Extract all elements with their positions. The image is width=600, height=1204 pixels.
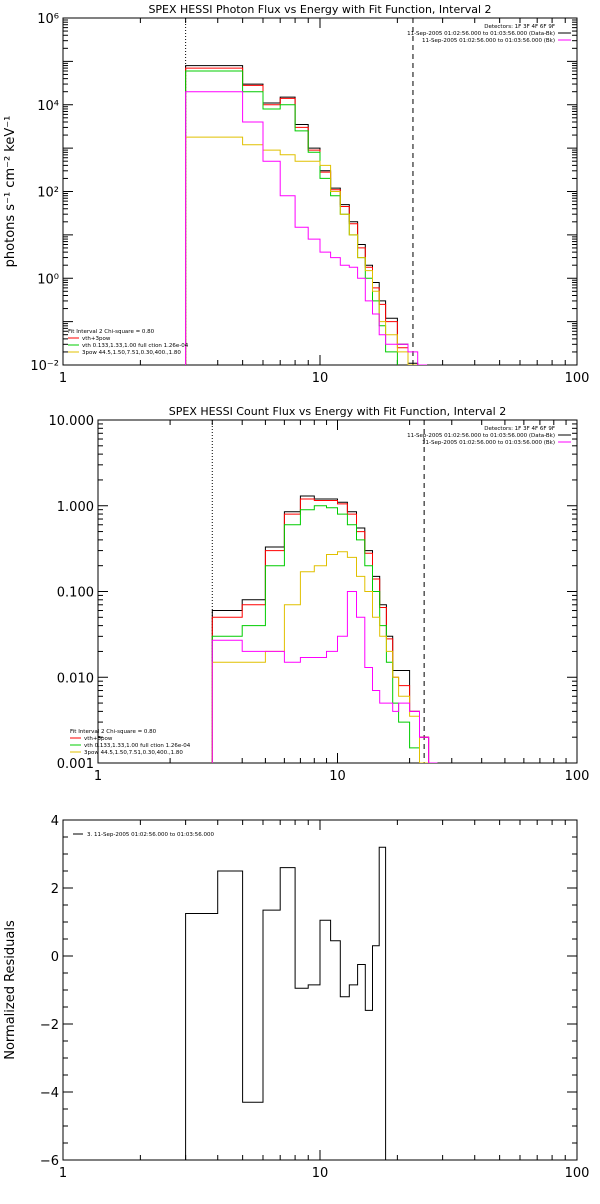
y-tick-label: 0.001 xyxy=(57,757,94,772)
y-tick-label: 10² xyxy=(37,186,59,201)
y-axis-label: Normalized Residuals xyxy=(3,920,18,1060)
y-tick-label: 2 xyxy=(51,882,59,897)
legend-entry: vth 0.133,1.33,1.00 full ction 1.26e-04 xyxy=(82,343,189,349)
x-tick-label: 100 xyxy=(565,371,590,386)
panel-1: SPEX HESSI Photon Flux vs Energy with Fi… xyxy=(3,3,589,386)
legend-entry: 3. 11-Sep-2005 01:02:56.000 to 01:03:56.… xyxy=(87,832,214,838)
series-5-line xyxy=(185,91,428,365)
series-1-line xyxy=(185,846,387,1160)
legend-entry: 11-Sep-2005 01:02:56.000 to 01:03:56.000… xyxy=(407,433,555,439)
series-3-line xyxy=(211,505,430,763)
x-tick-label: 100 xyxy=(565,769,590,784)
legend-entry: 11-Sep-2005 01:02:56.000 to 01:03:56.000… xyxy=(422,38,555,44)
y-tick-label: 4 xyxy=(51,814,59,829)
y-tick-label: 1.000 xyxy=(57,500,94,515)
x-tick-label: 10 xyxy=(329,769,346,784)
legend-entry: 3pow 44.5,1.50,7.51,0.30,400.,1.80 xyxy=(82,350,181,356)
panel-3: Normalized Residuals 1 10 100 −6 −4 −2 0 2 4 3. 11… xyxy=(3,814,589,1181)
y-axis-label: photons s⁻¹ cm⁻² keV⁻¹ xyxy=(3,116,18,268)
x-tick-label: 1 xyxy=(59,371,67,386)
series-4-line xyxy=(185,136,419,365)
y-tick-label: 10⁴ xyxy=(37,99,59,114)
legend-entry: vth+3pow xyxy=(82,336,111,342)
x-tick-label: 1 xyxy=(94,769,102,784)
chart-title: SPEX HESSI Count Flux vs Energy with Fit… xyxy=(169,405,506,418)
x-tick-label: 100 xyxy=(565,1166,590,1181)
legend-entry: 3pow 44.5,1.50,7.51,0.30,400.,1.80 xyxy=(84,750,183,756)
plot-frame xyxy=(97,419,578,764)
legend-entry: vth+3pow xyxy=(84,736,113,742)
y-tick-label: 10⁻² xyxy=(30,359,59,374)
legend-entry: Detectors: 1F 3F 4F 6F 9F xyxy=(484,426,555,432)
legend-entry: 11-Sep-2005 01:02:56.000 to 01:03:56.000… xyxy=(407,31,555,37)
y-tick-label: 10.000 xyxy=(49,414,95,429)
series-2-line xyxy=(185,67,409,365)
series-1-line xyxy=(185,65,419,365)
plot-frame xyxy=(62,819,578,1161)
y-tick-label: −4 xyxy=(40,1086,59,1101)
series-5-line xyxy=(211,591,438,763)
y-tick-label: 10⁶ xyxy=(37,12,59,27)
panel-2: SPEX HESSI Count Flux vs Energy with Fit… xyxy=(49,405,590,784)
legend-entry: 11-Sep-2005 01:02:56.000 to 01:03:56.000… xyxy=(422,440,555,446)
legend-entry: vth 0.133,1.33,1.00 full ction 1.26e-04 xyxy=(84,743,191,749)
legend-entry: Detectors: 1F 3F 4F 6F 9F xyxy=(484,24,555,30)
x-tick-label: 10 xyxy=(312,371,329,386)
y-tick-label: 10⁰ xyxy=(37,272,59,287)
legend-entry: Fit Interval 2 Chi-square = 0.80 xyxy=(68,329,155,335)
series-2-line xyxy=(211,498,438,763)
x-tick-label: 1 xyxy=(59,1166,67,1181)
x-tick-label: 10 xyxy=(312,1166,329,1181)
plot-frame xyxy=(62,17,578,366)
y-tick-label: 0 xyxy=(51,950,59,965)
y-tick-label: 0.100 xyxy=(57,586,94,601)
y-tick-label: 0.010 xyxy=(57,671,94,686)
chart-title: SPEX HESSI Photon Flux vs Energy with Fi… xyxy=(148,3,491,16)
y-tick-label: −6 xyxy=(40,1154,59,1169)
series-1-line xyxy=(211,495,438,763)
series-3-line xyxy=(185,70,398,365)
legend-entry: Fit Interval 2 Chi-square = 0.80 xyxy=(70,729,157,735)
y-tick-label: −2 xyxy=(40,1018,59,1033)
